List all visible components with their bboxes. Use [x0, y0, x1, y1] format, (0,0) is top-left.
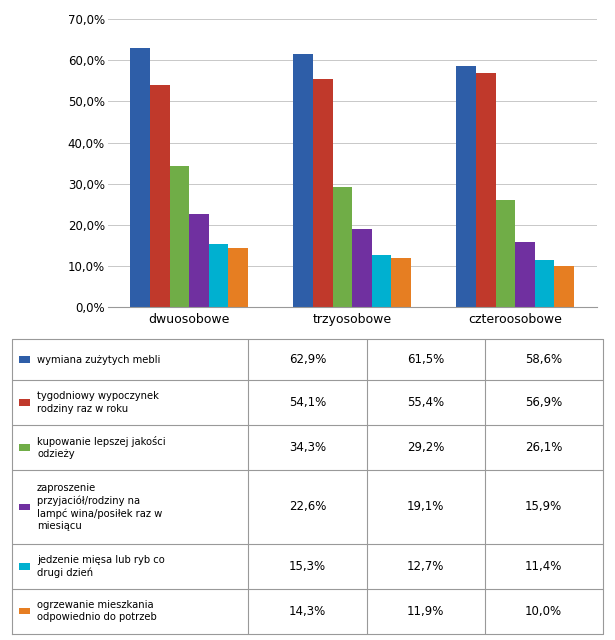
Bar: [189, 214, 208, 307]
Text: 26,1%: 26,1%: [525, 441, 562, 454]
Bar: [371, 255, 391, 307]
Text: 15,3%: 15,3%: [289, 560, 326, 573]
Text: 11,9%: 11,9%: [407, 605, 444, 618]
Bar: [293, 54, 313, 307]
Bar: [456, 66, 476, 307]
Bar: [534, 260, 554, 307]
Text: 22,6%: 22,6%: [289, 500, 326, 513]
Bar: [228, 248, 248, 307]
Text: 61,5%: 61,5%: [407, 353, 444, 366]
Text: 62,9%: 62,9%: [289, 353, 326, 366]
Text: 34,3%: 34,3%: [289, 441, 326, 454]
Text: kupowanie lepszej jakości
odzieży: kupowanie lepszej jakości odzieży: [37, 436, 165, 459]
Bar: [476, 73, 496, 307]
Bar: [170, 166, 189, 307]
Text: 14,3%: 14,3%: [289, 605, 326, 618]
Text: 11,4%: 11,4%: [525, 560, 562, 573]
Text: 58,6%: 58,6%: [525, 353, 562, 366]
Bar: [150, 84, 170, 307]
Bar: [496, 200, 515, 307]
Bar: [20, 608, 30, 614]
Bar: [208, 244, 228, 307]
Bar: [391, 258, 411, 307]
Text: 12,7%: 12,7%: [407, 560, 444, 573]
Text: 19,1%: 19,1%: [407, 500, 444, 513]
Bar: [554, 266, 574, 307]
Bar: [20, 504, 30, 510]
Text: jedzenie mięsa lub ryb co
drugi dzień: jedzenie mięsa lub ryb co drugi dzień: [37, 555, 165, 578]
Text: 10,0%: 10,0%: [525, 605, 562, 618]
Text: 56,9%: 56,9%: [525, 396, 562, 409]
Bar: [515, 242, 534, 307]
Bar: [20, 444, 30, 451]
Text: 29,2%: 29,2%: [407, 441, 444, 454]
Bar: [333, 187, 352, 307]
Text: ogrzewanie mieszkania
odpowiednio do potrzeb: ogrzewanie mieszkania odpowiednio do pot…: [37, 600, 157, 622]
Text: 54,1%: 54,1%: [289, 396, 326, 409]
Bar: [20, 356, 30, 363]
Bar: [352, 228, 371, 307]
Text: zaproszenie
przyjaciół/rodziny na
lampć wina/posiłek raz w
miesiącu: zaproszenie przyjaciół/rodziny na lampć …: [37, 483, 162, 531]
Text: 55,4%: 55,4%: [407, 396, 444, 409]
Text: tygodniowy wypoczynek
rodziny raz w roku: tygodniowy wypoczynek rodziny raz w roku: [37, 392, 159, 414]
Bar: [20, 399, 30, 406]
Text: wymiana zużytych mebli: wymiana zużytych mebli: [37, 355, 161, 365]
Text: 15,9%: 15,9%: [525, 500, 562, 513]
Bar: [130, 49, 150, 307]
Bar: [20, 563, 30, 570]
Bar: [313, 79, 333, 307]
